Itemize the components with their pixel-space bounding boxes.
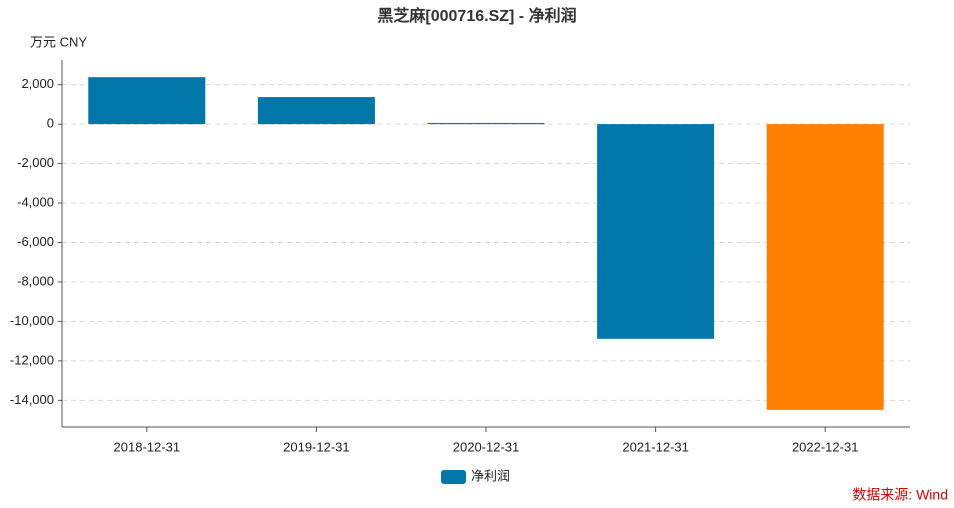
x-tick-label: 2021-12-31 bbox=[622, 439, 689, 454]
y-tick-label: -8,000 bbox=[17, 273, 54, 288]
source-note: 数据来源: Wind bbox=[852, 487, 948, 503]
bar bbox=[88, 77, 206, 125]
chart-title: 黑芝麻[000716.SZ] - 净利润 bbox=[377, 6, 576, 25]
x-tick-label: 2018-12-31 bbox=[114, 439, 181, 454]
x-tick-label: 2019-12-31 bbox=[283, 439, 350, 454]
y-tick-label: -4,000 bbox=[17, 194, 54, 209]
y-tick-label: -12,000 bbox=[10, 352, 54, 367]
y-axis-label: 万元 CNY bbox=[30, 34, 87, 49]
y-tick-label: -14,000 bbox=[10, 392, 54, 407]
bar bbox=[427, 122, 545, 125]
y-tick-label: -2,000 bbox=[17, 155, 54, 170]
x-tick-label: 2022-12-31 bbox=[792, 439, 859, 454]
bar bbox=[766, 124, 884, 410]
x-tick-label: 2020-12-31 bbox=[453, 439, 520, 454]
legend-label: 净利润 bbox=[471, 468, 510, 483]
y-tick-label: -6,000 bbox=[17, 234, 54, 249]
y-tick-label: 0 bbox=[47, 116, 54, 131]
legend-swatch bbox=[441, 470, 466, 484]
bar bbox=[257, 97, 375, 125]
y-tick-label: -10,000 bbox=[10, 313, 54, 328]
y-tick-label: 2,000 bbox=[21, 76, 54, 91]
bar bbox=[597, 124, 715, 339]
